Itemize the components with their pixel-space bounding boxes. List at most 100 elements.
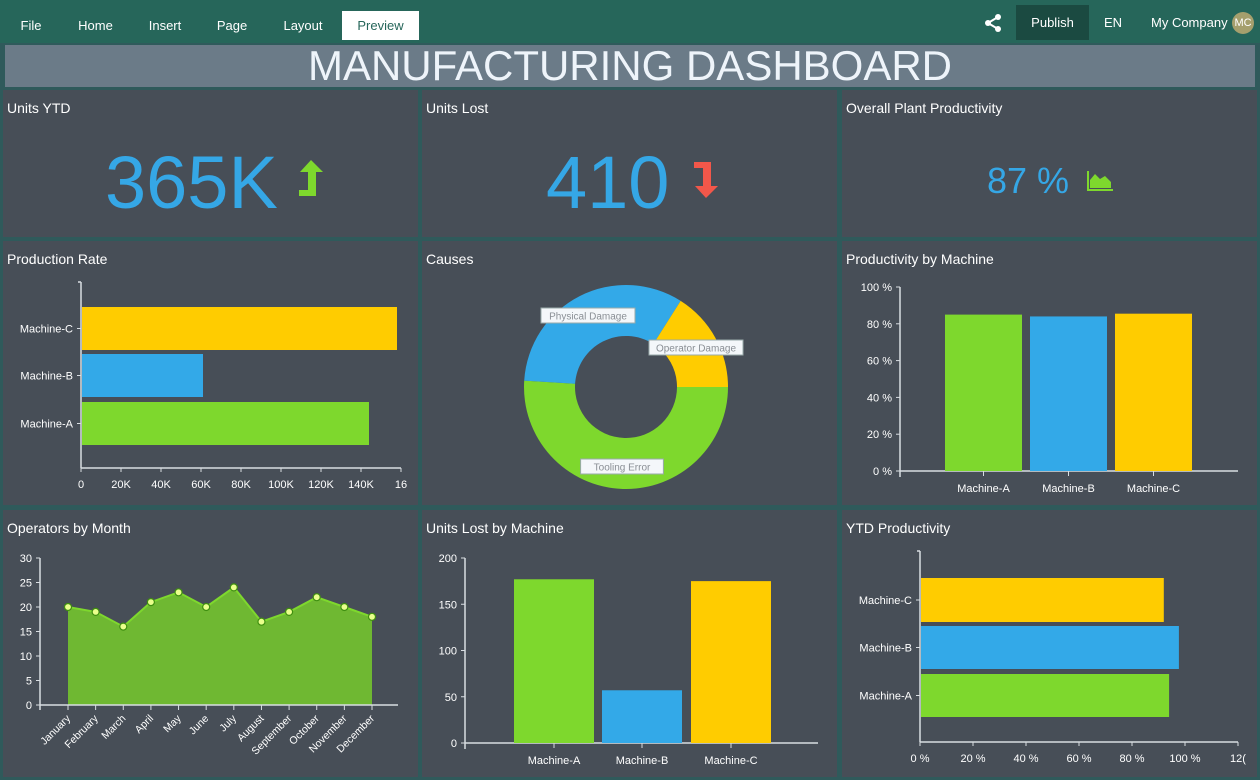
- bar-machine-b: [921, 626, 1179, 669]
- avatar[interactable]: MC: [1232, 12, 1254, 34]
- x-category-label: Machine-A: [528, 755, 581, 767]
- y-tick-label: 0: [451, 738, 457, 750]
- tab-page[interactable]: Page: [216, 18, 248, 33]
- area-line: [67, 586, 373, 628]
- bar-machine-c: [921, 578, 1164, 622]
- data-point: [284, 607, 294, 617]
- x-tick-label: 16: [395, 479, 407, 491]
- slice-physical-damage: [524, 284, 681, 384]
- bar-machine-a: [921, 674, 1170, 717]
- bar-machine-b: [82, 354, 203, 397]
- x-tick-label: 100 %: [1169, 753, 1200, 765]
- y-category-label: Machine-B: [859, 643, 912, 655]
- y-tick-label: 200: [439, 553, 457, 565]
- y-tick-label: 100 %: [861, 282, 892, 294]
- bar-machine-a: [82, 402, 369, 445]
- bar-machine-a: [514, 579, 594, 743]
- y-tick-label: 25: [20, 578, 32, 590]
- data-point: [91, 607, 100, 617]
- x-category-label: Machine-B: [1042, 483, 1095, 495]
- panel-operators-by-month: Operators by Month 0 5 10 15 20 25 30 January Fe…: [3, 510, 418, 777]
- tab-home[interactable]: Home: [78, 18, 113, 33]
- kpi-units-ytd: Units YTD 365K: [3, 90, 418, 237]
- data-point: [119, 622, 128, 631]
- slice-label: Physical Damage: [549, 312, 627, 323]
- panel-title: Production Rate: [7, 251, 108, 267]
- slice-label: Operator Damage: [656, 344, 736, 355]
- y-category-label: Machine-B: [20, 371, 73, 383]
- x-tick-label: 60K: [191, 479, 211, 491]
- panel-title: Causes: [426, 251, 474, 267]
- x-category-label: Machine-B: [616, 755, 669, 767]
- panel-title: Operators by Month: [7, 520, 131, 536]
- bar-machine-c: [691, 581, 771, 743]
- x-tick-label: 60 %: [1066, 753, 1091, 765]
- x-category-label: Machine-A: [957, 483, 1010, 495]
- x-tick-label: 40 %: [1013, 753, 1038, 765]
- x-category-label: Machine-C: [704, 755, 757, 767]
- x-tick-label: 40K: [151, 479, 171, 491]
- y-tick-label: 60 %: [867, 356, 892, 368]
- data-point: [340, 602, 349, 612]
- data-point: [367, 612, 377, 621]
- tab-layout[interactable]: Layout: [283, 18, 323, 33]
- y-category-label: Machine-C: [859, 595, 912, 607]
- slice-label-box: [540, 307, 636, 324]
- panel-title: Units Lost by Machine: [426, 520, 564, 536]
- share-icon[interactable]: [984, 14, 1002, 32]
- tab-insert[interactable]: Insert: [148, 18, 182, 33]
- language-selector[interactable]: EN: [1104, 15, 1123, 30]
- area-fill: [68, 587, 372, 705]
- x-tick-label: 20K: [111, 479, 131, 491]
- y-category-label: Machine-A: [859, 691, 912, 703]
- x-month-label: March: [99, 713, 128, 742]
- kpi-value: 365K: [105, 141, 278, 224]
- bar-machine-b: [1030, 316, 1107, 471]
- company-menu[interactable]: My Company: [1151, 15, 1228, 30]
- slice-label: Tooling Error: [594, 463, 651, 474]
- x-month-label: June: [187, 713, 212, 738]
- y-tick-label: 0: [26, 700, 32, 712]
- kpi-value: 87 %: [987, 160, 1070, 201]
- panel-title: Units YTD: [7, 100, 71, 116]
- top-menu-bar: File Home Insert Page Layout Preview Pub…: [0, 0, 1260, 43]
- panel-title: Overall Plant Productivity: [846, 100, 1003, 116]
- y-tick-label: 20: [20, 602, 32, 614]
- panel-ytd-productivity: YTD Productivity 0 % 20 % 40 % 60 % 80 % 100 …: [842, 510, 1257, 777]
- causes-donut-chart: Tooling Error Physical Damage Operator Dam…: [524, 284, 744, 490]
- data-point: [257, 617, 266, 626]
- x-tick-label: 0: [78, 479, 84, 491]
- publish-button[interactable]: Publish: [1016, 5, 1089, 40]
- y-tick-label: 30: [20, 553, 32, 565]
- data-point: [146, 597, 156, 607]
- panel-production-rate: Production Rate 0 20K 40K 60K 80K 100K 120K 140…: [3, 241, 418, 505]
- x-month-label: July: [217, 712, 239, 734]
- panel-units-lost-by-machine: Units Lost by Machine 0 50 100 150 200 Machin…: [422, 510, 837, 777]
- units-lost-by-machine-chart: 0 50 100 150 200 Machine-A Machine-B Machine-C: [439, 553, 818, 767]
- y-category-label: Machine-A: [20, 419, 73, 431]
- slice-label-box: [580, 458, 664, 475]
- bar-machine-c: [1115, 313, 1192, 471]
- tab-preview[interactable]: Preview: [342, 11, 419, 40]
- kpi-plant-productivity: Overall Plant Productivity 87 %: [842, 90, 1257, 237]
- x-tick-label: 100K: [268, 479, 294, 491]
- y-tick-label: 10: [20, 651, 32, 663]
- panel-causes: Causes Tooling Error Physical Damage Opera…: [422, 241, 837, 505]
- bar-machine-b: [602, 690, 682, 743]
- panel-productivity-by-machine: Productivity by Machine 0 % 20 % 40 % 60 % 8…: [842, 241, 1257, 505]
- trend-up-arrow-icon: [299, 160, 323, 196]
- trend-down-arrow-icon: [694, 162, 718, 198]
- bar-machine-c: [82, 307, 397, 350]
- tab-file[interactable]: File: [20, 18, 42, 33]
- x-tick-label: 120K: [308, 479, 334, 491]
- panel-title: YTD Productivity: [846, 520, 951, 536]
- y-tick-label: 150: [439, 599, 457, 611]
- panel-title: Productivity by Machine: [846, 251, 994, 267]
- data-point: [312, 593, 321, 602]
- slice-tooling-error: [524, 380, 728, 490]
- y-tick-label: 40 %: [867, 392, 892, 404]
- kpi-units-lost: Units Lost 410: [422, 90, 837, 237]
- x-tick-label: 12(: [1230, 753, 1246, 765]
- area-chart-icon: [1087, 171, 1113, 191]
